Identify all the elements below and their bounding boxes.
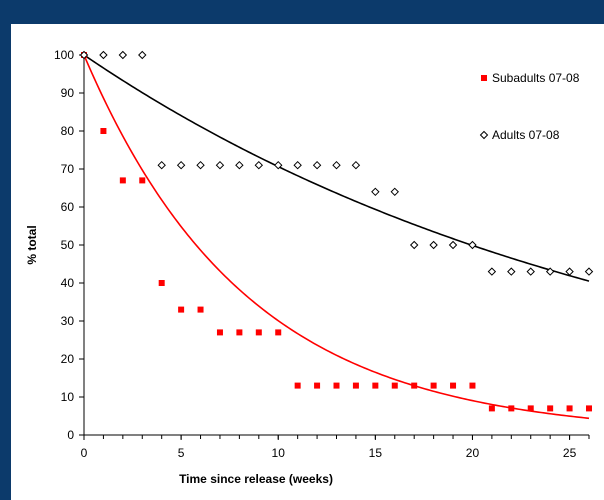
data-point — [390, 187, 399, 197]
y-tick-label: 60 — [61, 200, 75, 214]
data-point — [450, 382, 457, 389]
data-point — [545, 267, 555, 276]
y-tick-label: 30 — [61, 314, 75, 328]
data-point — [176, 160, 186, 170]
data-point — [79, 50, 89, 60]
x-axis-title: Time since release (weeks) — [179, 472, 333, 486]
legend-label-0: Subadults 07-08 — [492, 71, 580, 85]
chart-panel — [11, 24, 604, 500]
data-point — [215, 160, 225, 170]
trendline-subadults-07-08 — [83, 54, 590, 420]
data-point — [138, 50, 147, 60]
data-point — [565, 267, 574, 276]
data-point — [372, 382, 379, 389]
data-point — [409, 240, 419, 250]
data-point — [429, 240, 438, 250]
y-tick-label: 40 — [61, 276, 75, 290]
data-point — [118, 50, 128, 60]
data-point — [333, 382, 340, 389]
data-point — [527, 405, 534, 412]
data-point — [507, 267, 516, 276]
data-point — [566, 405, 573, 412]
data-point — [157, 160, 166, 170]
data-point — [216, 329, 223, 336]
data-point — [119, 177, 126, 184]
y-tick-label: 20 — [61, 352, 75, 366]
data-point — [235, 160, 244, 170]
trendlines — [83, 54, 590, 420]
x-tick-label: 15 — [369, 446, 383, 460]
y-tick-label: 50 — [61, 238, 75, 252]
x-tick-label: 5 — [178, 446, 185, 460]
data-point — [371, 187, 380, 197]
ticks: 0 10 20 30 40 50 60 70 80 90 100 0 5 10 15 20 25 — [54, 48, 590, 460]
data-point — [178, 306, 185, 313]
data-point — [586, 405, 592, 412]
data-point — [293, 160, 302, 170]
data-point — [236, 329, 243, 336]
data-point — [469, 382, 476, 389]
legend: Subadults 07-08 Adults 07-08 — [479, 71, 580, 142]
x-tick-label: 25 — [563, 446, 577, 460]
axes — [83, 55, 589, 436]
legend-marker-1 — [479, 130, 489, 140]
data-point — [468, 240, 477, 250]
x-tick-label: 0 — [81, 446, 88, 460]
data-point — [100, 128, 107, 134]
y-tick-label: 80 — [61, 124, 75, 138]
data-point — [547, 405, 554, 412]
data-point — [487, 267, 497, 276]
data-point — [196, 160, 205, 170]
data-point — [254, 160, 264, 170]
y-tick-label: 10 — [61, 390, 75, 404]
y-tick-label: 100 — [54, 48, 74, 62]
data-point — [351, 160, 361, 170]
data-point — [99, 50, 108, 60]
legend-marker-0 — [481, 75, 487, 81]
trendline-adults-07-08 — [83, 54, 590, 282]
data-point — [584, 267, 594, 276]
data-point — [526, 267, 535, 276]
y-tick-label: 90 — [61, 86, 75, 100]
x-tick-label: 20 — [466, 446, 480, 460]
y-tick-label: 0 — [67, 428, 74, 442]
data-point — [352, 382, 359, 389]
y-axis-title: % total — [25, 225, 39, 264]
legend-label-1: Adults 07-08 — [492, 128, 560, 142]
data-point — [391, 382, 398, 389]
data-point — [312, 160, 322, 170]
data-point — [314, 382, 321, 389]
data-point — [294, 382, 301, 389]
data-point — [448, 240, 458, 250]
data-point — [332, 160, 341, 170]
y-tick-label: 70 — [61, 162, 75, 176]
data-points — [79, 50, 594, 412]
data-point — [197, 306, 204, 313]
data-point — [508, 405, 515, 412]
data-point — [255, 329, 262, 336]
data-point — [158, 280, 165, 286]
x-tick-label: 10 — [272, 446, 286, 460]
data-point — [139, 177, 146, 184]
data-point — [488, 405, 495, 412]
data-point — [275, 329, 282, 336]
data-point — [274, 160, 283, 170]
data-point — [430, 382, 437, 389]
data-point — [411, 382, 418, 389]
